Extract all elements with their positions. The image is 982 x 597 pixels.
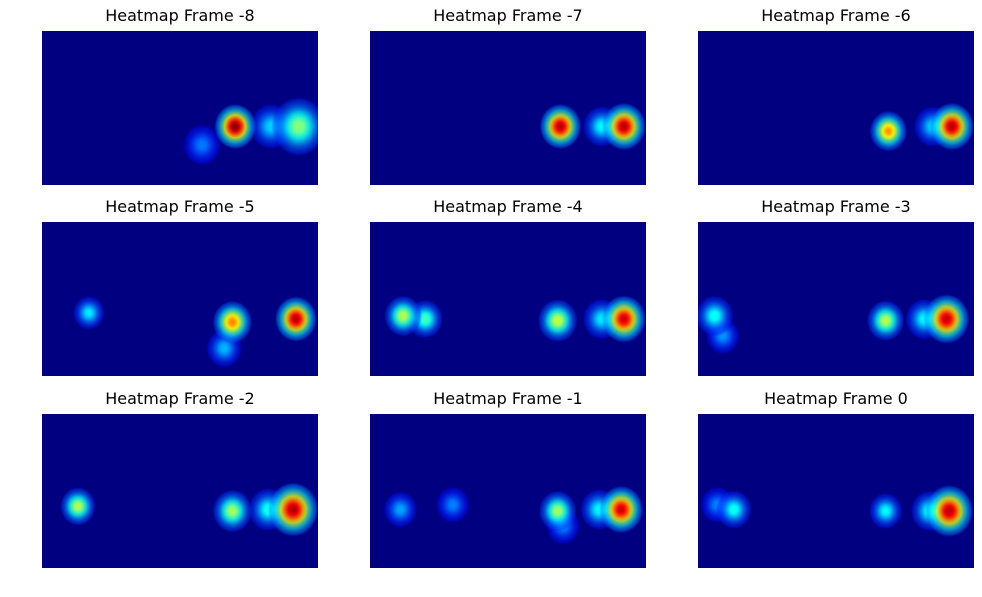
heatmap-image	[42, 31, 318, 185]
heat-blob	[716, 490, 752, 529]
heatmap-panel-frame-minus-8: Heatmap Frame -8	[42, 1, 318, 185]
heatmap-title: Heatmap Frame -3	[761, 197, 911, 216]
heatmap-panel-frame-minus-5: Heatmap Frame -5	[42, 192, 318, 376]
heat-blob	[268, 482, 318, 537]
heatmap-title: Heatmap Frame -5	[105, 197, 255, 216]
heat-blob	[214, 103, 257, 150]
heat-blob	[436, 486, 470, 523]
heat-blob	[73, 295, 105, 330]
heat-blob	[601, 295, 646, 343]
heatmap-image	[370, 31, 646, 185]
heatmap-image	[370, 414, 646, 568]
heat-blob	[539, 103, 582, 150]
heat-blob	[869, 110, 908, 152]
heat-blob	[601, 102, 646, 151]
heat-blob	[698, 295, 734, 337]
heatmap-image	[370, 222, 646, 376]
heat-blob	[923, 294, 970, 344]
heatmap-title: Heatmap Frame 0	[764, 389, 908, 408]
heat-blob	[868, 492, 903, 530]
heat-blob	[384, 295, 422, 337]
heatmap-image	[42, 414, 318, 568]
heat-blob	[271, 97, 318, 156]
heat-blob	[599, 485, 644, 534]
heat-blob	[212, 300, 253, 344]
heat-blob	[929, 102, 974, 151]
heatmap-image	[42, 222, 318, 376]
heat-blob	[183, 124, 222, 166]
heat-blob	[866, 300, 905, 341]
heatmap-image	[698, 414, 974, 568]
heatmap-title: Heatmap Frame -8	[105, 6, 255, 25]
heatmap-panel-frame-minus-7: Heatmap Frame -7	[370, 1, 646, 185]
heatmap-title: Heatmap Frame -7	[433, 6, 583, 25]
heat-blob	[274, 296, 317, 342]
heatmap-title: Heatmap Frame -2	[105, 389, 255, 408]
heatmap-panel-frame-minus-2: Heatmap Frame -2	[42, 384, 318, 568]
heatmap-title: Heatmap Frame -6	[761, 6, 911, 25]
heatmap-panel-frame-minus-3: Heatmap Frame -3	[698, 192, 974, 376]
heatmap-panel-frame-minus-4: Heatmap Frame -4	[370, 192, 646, 376]
heatmap-panel-frame-minus-6: Heatmap Frame -6	[698, 1, 974, 185]
heatmap-title: Heatmap Frame -4	[433, 197, 583, 216]
heat-blob	[60, 487, 96, 526]
heatmap-panel-frame-minus-1: Heatmap Frame -1	[370, 384, 646, 568]
heat-blob	[925, 484, 974, 538]
heatmap-image	[698, 31, 974, 185]
heatmap-title: Heatmap Frame -1	[433, 389, 583, 408]
heat-blob	[537, 299, 578, 343]
heat-blob	[538, 490, 577, 532]
heatmap-panel-frame-0: Heatmap Frame 0	[698, 384, 974, 568]
heat-blob	[212, 489, 253, 533]
heat-blob	[383, 491, 418, 528]
heatmap-image	[698, 222, 974, 376]
